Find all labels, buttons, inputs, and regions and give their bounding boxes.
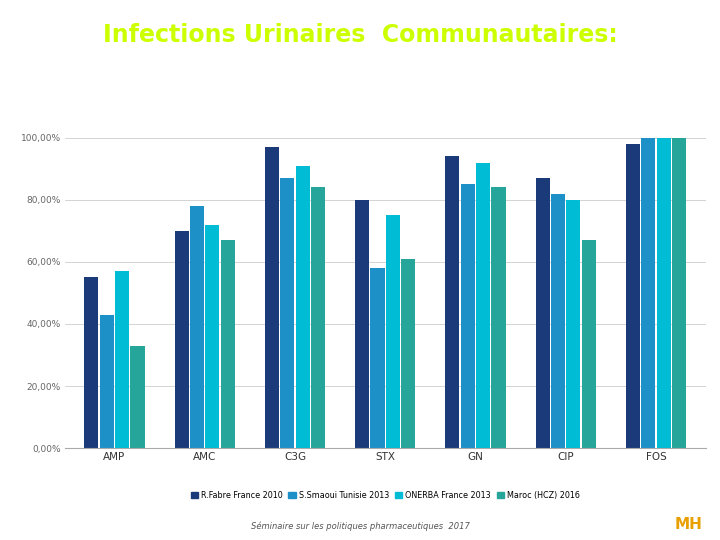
Bar bbox=[551, 194, 565, 448]
Text: Escherichia coli: Escherichia coli bbox=[269, 73, 451, 93]
Bar bbox=[642, 138, 655, 448]
Bar bbox=[492, 187, 505, 448]
Bar bbox=[461, 184, 474, 448]
Bar bbox=[280, 178, 294, 448]
Bar bbox=[130, 346, 145, 448]
Bar bbox=[205, 225, 220, 448]
Text: MH: MH bbox=[674, 517, 702, 532]
Text: Infections Urinaires  Communautaires:: Infections Urinaires Communautaires: bbox=[103, 23, 617, 48]
Bar bbox=[386, 215, 400, 448]
Legend: R.Fabre France 2010, S.Smaoui Tunisie 2013, ONERBA France 2013, Maroc (HCZ) 2016: R.Fabre France 2010, S.Smaoui Tunisie 20… bbox=[187, 488, 583, 503]
Bar bbox=[476, 163, 490, 448]
Bar bbox=[115, 271, 129, 448]
Bar bbox=[657, 138, 671, 448]
Bar bbox=[582, 240, 595, 448]
Bar bbox=[567, 200, 580, 448]
Bar bbox=[265, 147, 279, 448]
Bar bbox=[626, 144, 640, 448]
Bar bbox=[672, 138, 686, 448]
Bar bbox=[401, 259, 415, 448]
Bar bbox=[99, 315, 114, 448]
Bar bbox=[355, 200, 369, 448]
Bar bbox=[84, 278, 99, 448]
Bar bbox=[371, 268, 384, 448]
Bar bbox=[536, 178, 550, 448]
Bar bbox=[190, 206, 204, 448]
Bar bbox=[446, 157, 459, 448]
Bar bbox=[311, 187, 325, 448]
Bar bbox=[220, 240, 235, 448]
Bar bbox=[175, 231, 189, 448]
Text: Séminaire sur les politiques pharmaceutiques  2017: Séminaire sur les politiques pharmaceuti… bbox=[251, 522, 469, 531]
Bar bbox=[296, 166, 310, 448]
